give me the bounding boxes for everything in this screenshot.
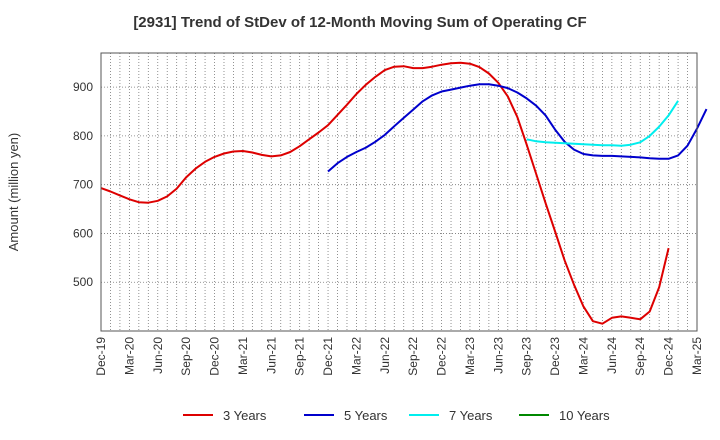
legend-label-7-years: 7 Years [449, 408, 493, 423]
legend-label-10-years: 10 Years [559, 408, 610, 423]
x-tick-label: Jun-21 [264, 337, 278, 374]
x-tick-label: Dec-24 [662, 337, 676, 376]
y-tick-labels: 500 600 700 800 900 [73, 80, 93, 289]
series-layer [100, 61, 708, 325]
x-tick-label: Jun-23 [491, 337, 505, 374]
x-tick-label: Jun-22 [378, 337, 392, 374]
x-tick-label: Mar-21 [236, 337, 250, 375]
x-tick-label: Sep-23 [520, 337, 534, 376]
legend-label-3-years: 3 Years [223, 408, 267, 423]
grid-lines [101, 53, 697, 331]
x-tick-label: Sep-22 [406, 337, 420, 376]
y-tick-label: 500 [73, 275, 93, 289]
x-tick-label: Sep-21 [293, 337, 307, 376]
series-line-7-years [526, 100, 679, 147]
x-tick-label: Mar-22 [349, 337, 363, 375]
y-tick-label: 800 [73, 129, 93, 143]
y-tick-label: 600 [73, 226, 93, 240]
y-tick-label: 700 [73, 178, 93, 192]
x-tick-label: Mar-23 [463, 337, 477, 375]
series-line-5-years [327, 83, 708, 173]
x-tick-labels: Dec-19 Mar-20 Jun-20 Sep-20 Dec-20 Mar-21 Jun-… [94, 337, 704, 376]
legend: 3 Years 5 Years 7 Years 10 Years [183, 408, 610, 423]
x-tick-label: Jun-24 [605, 337, 619, 374]
x-tick-label: Dec-21 [321, 337, 335, 376]
plot-frame [100, 52, 698, 332]
x-tick-label: Mar-25 [690, 337, 704, 375]
x-tick-label: Mar-24 [576, 337, 590, 375]
x-tick-label: Dec-19 [94, 337, 108, 376]
x-tick-label: Jun-20 [151, 337, 165, 374]
legend-label-5-years: 5 Years [344, 408, 388, 423]
x-tick-label: Dec-20 [208, 337, 222, 376]
x-tick-label: Sep-20 [179, 337, 193, 376]
x-tick-label: Dec-23 [548, 337, 562, 376]
y-tick-label: 900 [73, 80, 93, 94]
x-tick-label: Dec-22 [435, 337, 449, 376]
x-tick-label: Mar-20 [122, 337, 136, 375]
x-tick-label: Sep-24 [633, 337, 647, 376]
chart-title: [2931] Trend of StDev of 12-Month Moving… [133, 14, 587, 31]
series-line-3-years [100, 61, 670, 325]
y-axis-label: Amount (million yen) [6, 133, 21, 252]
